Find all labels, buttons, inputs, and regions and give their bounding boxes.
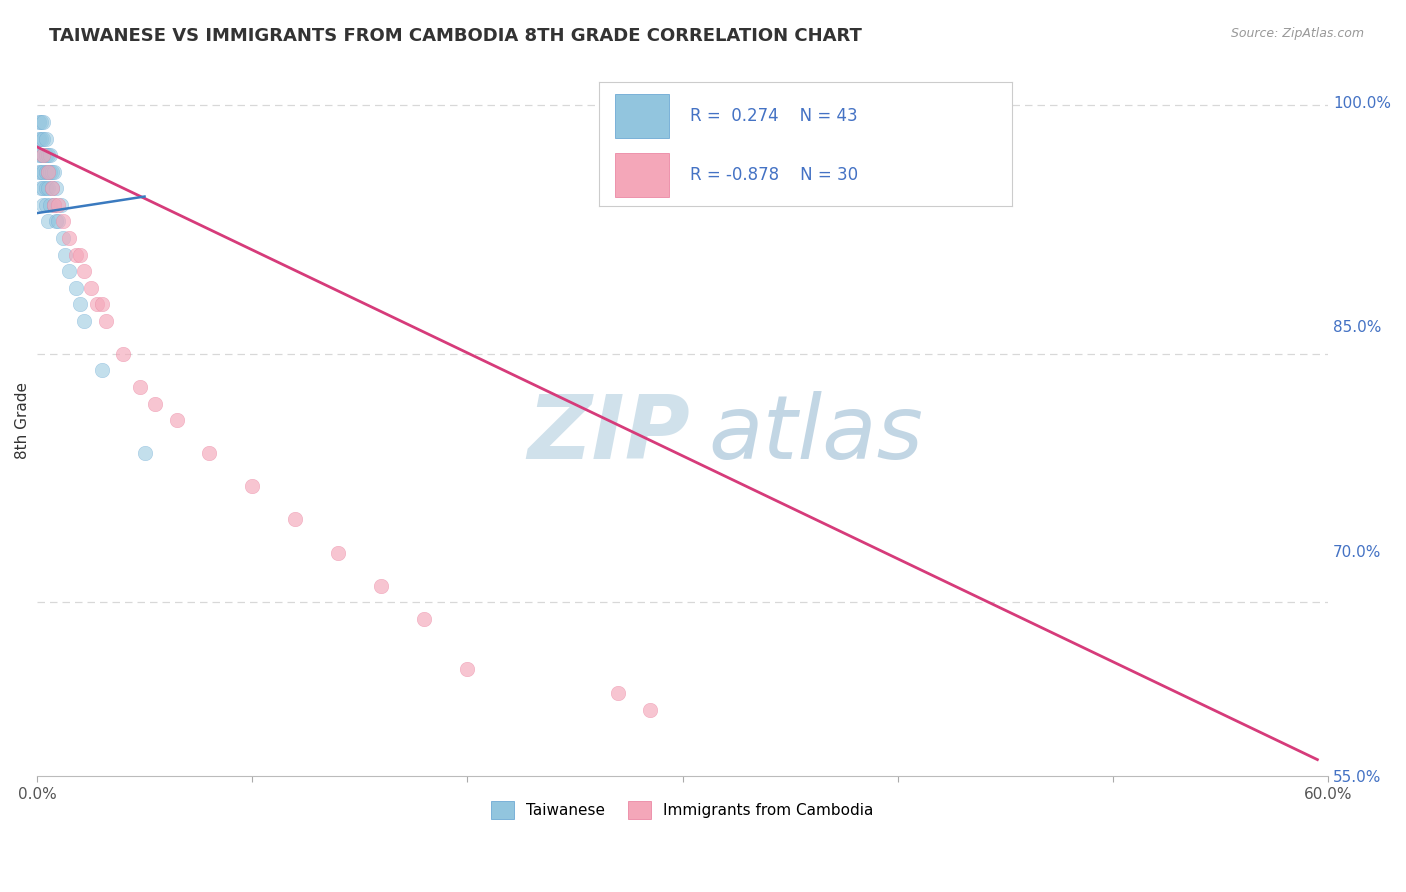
Point	[58, 264, 80, 278]
Point	[37, 181, 59, 195]
Point	[638, 703, 661, 717]
Point	[34, 131, 56, 145]
Point	[143, 396, 166, 410]
Point	[32, 148, 55, 162]
Point	[32, 115, 55, 129]
Point	[49, 198, 72, 212]
Point	[30, 164, 52, 178]
Point	[34, 181, 56, 195]
Point	[198, 446, 221, 460]
Point	[41, 164, 63, 178]
Point	[38, 148, 60, 162]
Point	[370, 579, 392, 593]
Point	[73, 264, 96, 278]
Point	[32, 181, 55, 195]
Point	[32, 164, 55, 178]
Point	[69, 247, 91, 261]
Point	[34, 148, 56, 162]
Point	[166, 413, 188, 427]
Point	[41, 181, 63, 195]
Text: TAIWANESE VS IMMIGRANTS FROM CAMBODIA 8TH GRADE CORRELATION CHART: TAIWANESE VS IMMIGRANTS FROM CAMBODIA 8T…	[49, 27, 862, 45]
Point	[73, 314, 96, 328]
Point	[58, 231, 80, 245]
Point	[111, 347, 134, 361]
Point	[30, 148, 52, 162]
Point	[90, 363, 112, 377]
Point	[37, 148, 59, 162]
Point	[30, 131, 52, 145]
Point	[32, 198, 55, 212]
Point	[32, 131, 55, 145]
Y-axis label: 8th Grade: 8th Grade	[15, 382, 30, 458]
Point	[28, 131, 51, 145]
Point	[28, 148, 51, 162]
Point	[90, 297, 112, 311]
Point	[129, 380, 152, 394]
Point	[37, 214, 59, 228]
Point	[240, 479, 263, 493]
Point	[34, 164, 56, 178]
Point	[45, 181, 67, 195]
Text: Source: ZipAtlas.com: Source: ZipAtlas.com	[1230, 27, 1364, 40]
Point	[37, 164, 59, 178]
Point	[413, 612, 436, 626]
Point	[45, 214, 67, 228]
Point	[38, 164, 60, 178]
Point	[134, 446, 156, 460]
Point	[607, 686, 630, 700]
Point	[32, 148, 55, 162]
Point	[94, 314, 117, 328]
Point	[34, 198, 56, 212]
Point	[38, 198, 60, 212]
Point	[28, 164, 51, 178]
Point	[48, 198, 70, 212]
Point	[44, 198, 66, 212]
Point	[65, 247, 87, 261]
Text: atlas: atlas	[709, 392, 924, 477]
Point	[30, 115, 52, 129]
Point	[30, 181, 52, 195]
Point	[80, 280, 103, 294]
Point	[86, 297, 108, 311]
Point	[52, 214, 75, 228]
Point	[328, 546, 350, 560]
Point	[28, 115, 51, 129]
Point	[284, 512, 307, 526]
Text: ZIP: ZIP	[527, 391, 690, 478]
Point	[44, 198, 66, 212]
Point	[456, 661, 478, 675]
Point	[37, 164, 59, 178]
Point	[41, 181, 63, 195]
Point	[65, 280, 87, 294]
Point	[48, 214, 70, 228]
Point	[44, 164, 66, 178]
Point	[52, 231, 75, 245]
Point	[69, 297, 91, 311]
Point	[53, 247, 76, 261]
Legend: Taiwanese, Immigrants from Cambodia: Taiwanese, Immigrants from Cambodia	[485, 795, 880, 825]
